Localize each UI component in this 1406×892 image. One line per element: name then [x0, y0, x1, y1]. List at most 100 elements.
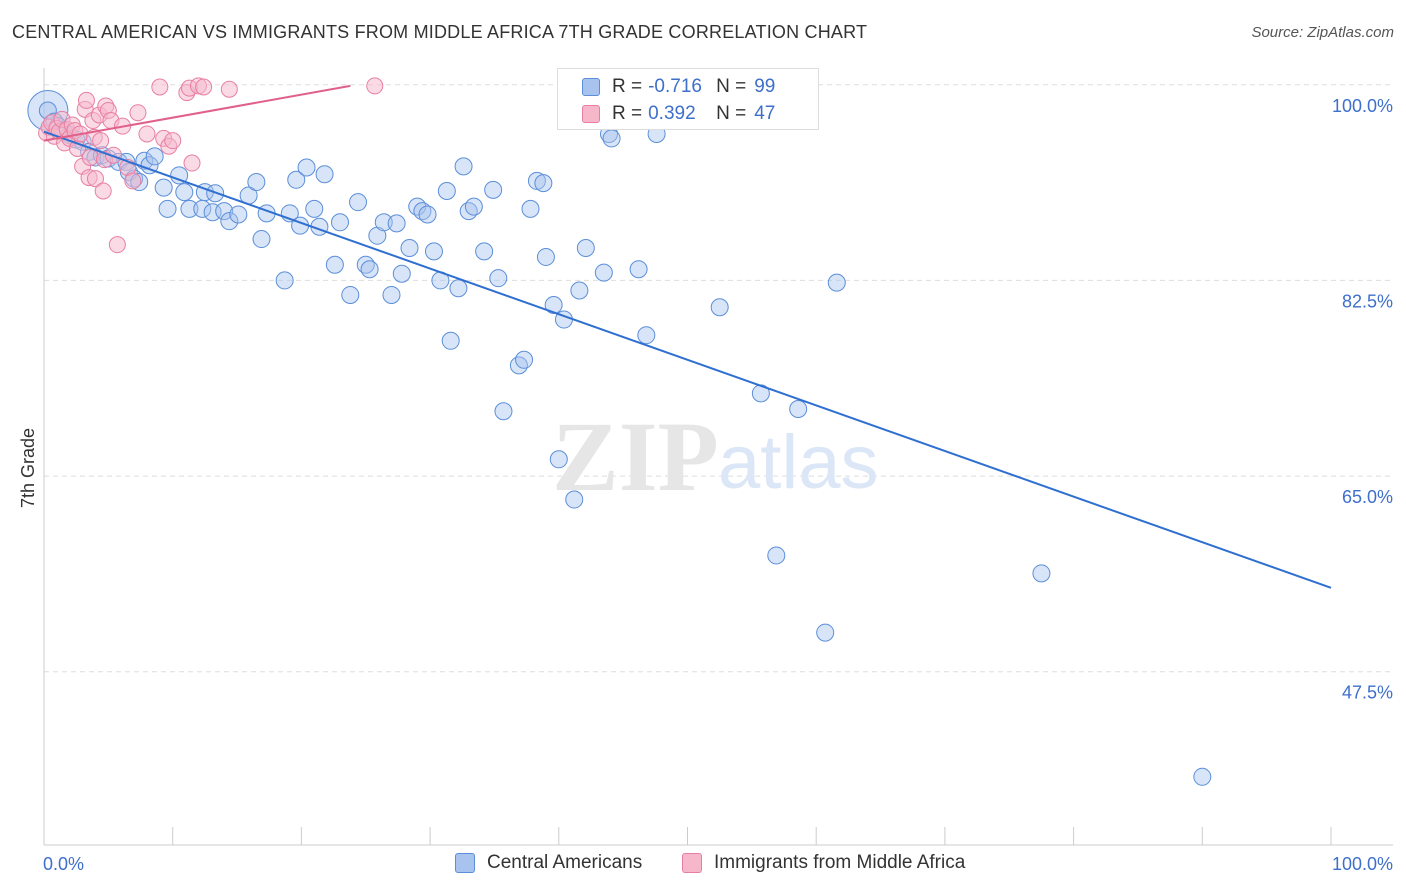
data-point [710, 298, 729, 317]
data-point [92, 132, 110, 150]
data-point [449, 279, 468, 298]
data-point [229, 205, 248, 224]
data-point [331, 213, 350, 232]
legend-r-label: R = [612, 76, 643, 97]
x-tick-label-end: 100.0% [1332, 854, 1393, 874]
data-point [489, 269, 508, 288]
data-point [77, 91, 95, 109]
data-point [138, 125, 156, 143]
data-point [534, 174, 553, 193]
series-legend: Central Americans Immigrants from Middle… [0, 852, 1406, 878]
data-point [81, 148, 99, 166]
data-point [827, 273, 846, 292]
data-point [536, 247, 555, 266]
data-point [175, 183, 194, 202]
legend-swatch-pink [582, 105, 600, 123]
data-point [515, 350, 534, 369]
data-point [484, 180, 503, 199]
data-point [145, 147, 164, 166]
data-point [521, 199, 540, 218]
data-point [220, 212, 239, 231]
data-point [104, 146, 122, 164]
legend-r-value: 0.392 [648, 103, 696, 124]
y-tick-label: 47.5% [1342, 683, 1393, 703]
y-tick-label: 82.5% [1342, 291, 1393, 311]
data-point [220, 80, 238, 98]
legend-label: Central Americans [487, 852, 643, 873]
data-point [816, 623, 835, 642]
legend-n-value: 99 [754, 76, 776, 97]
data-point [325, 255, 344, 274]
data-point [366, 77, 384, 95]
trend-line-middle-africa [43, 84, 351, 142]
data-point [341, 285, 360, 304]
data-point [1193, 767, 1212, 786]
data-point [382, 285, 401, 304]
data-point [494, 402, 513, 421]
data-point [387, 214, 406, 233]
data-point [108, 236, 126, 254]
data-point [203, 203, 222, 222]
y-axis-label: 7th Grade [18, 428, 38, 508]
data-point [544, 296, 563, 315]
data-point [94, 182, 112, 200]
data-point [287, 170, 306, 189]
legend-row-central-americans: R = -0.716 N = 99 [582, 74, 775, 100]
x-axis [43, 827, 1393, 846]
data-point [594, 263, 613, 282]
data-point [129, 104, 147, 122]
data-point [158, 199, 177, 218]
data-point [180, 199, 199, 218]
data-point [151, 78, 169, 96]
legend-label: Immigrants from Middle Africa [714, 852, 966, 873]
data-point [86, 170, 104, 188]
data-point [437, 181, 456, 200]
chart-title: CENTRAL AMERICAN VS IMMIGRANTS FROM MIDD… [12, 22, 868, 42]
x-tick-label-start: 0.0% [43, 854, 84, 874]
legend-swatch-blue [582, 78, 600, 96]
data-point [349, 193, 368, 212]
data-point [124, 172, 142, 190]
data-point [549, 450, 568, 469]
legend-swatch-pink [682, 853, 702, 873]
data-point [637, 326, 656, 345]
data-point [413, 202, 432, 221]
data-point [565, 490, 584, 509]
data-point [195, 78, 213, 96]
legend-n-label: N = [716, 76, 747, 97]
y-tick-label: 100.0% [1332, 96, 1393, 116]
legend-item-middle-africa[interactable]: Immigrants from Middle Africa [682, 852, 965, 874]
watermark: ZIP atlas [552, 401, 879, 512]
data-point [464, 197, 483, 216]
data-point [154, 178, 173, 197]
trend-line-central-americans [43, 130, 1332, 589]
data-point [576, 238, 595, 257]
series-middle-africa [38, 77, 384, 254]
data-point [767, 546, 786, 565]
data-point [392, 264, 411, 283]
data-point [170, 166, 189, 185]
data-point [275, 271, 294, 290]
data-point [360, 260, 379, 279]
data-point [247, 173, 266, 192]
data-point [400, 238, 419, 257]
legend-n-label: N = [716, 103, 747, 124]
data-point [570, 281, 589, 300]
data-point [297, 158, 316, 177]
data-point [441, 331, 460, 350]
y-tick-labels: 100.0% 82.5% 65.0% 47.5% [1332, 96, 1393, 703]
y-tick-label: 65.0% [1342, 487, 1393, 507]
legend-r-value: -0.716 [648, 76, 702, 97]
data-point [183, 154, 201, 172]
legend-r-label: R = [612, 103, 643, 124]
data-point [315, 165, 334, 184]
legend-swatch-blue [455, 853, 475, 873]
data-point [424, 242, 443, 261]
series-central-americans [27, 79, 1212, 786]
source-label: Source: ZipAtlas.com [1251, 24, 1394, 41]
legend-row-middle-africa: R = 0.392 N = 47 [582, 101, 775, 127]
data-point [418, 205, 437, 224]
stats-legend: R = -0.716 N = 99 R = 0.392 N = 47 [557, 68, 819, 130]
legend-item-central-americans[interactable]: Central Americans [455, 852, 642, 874]
